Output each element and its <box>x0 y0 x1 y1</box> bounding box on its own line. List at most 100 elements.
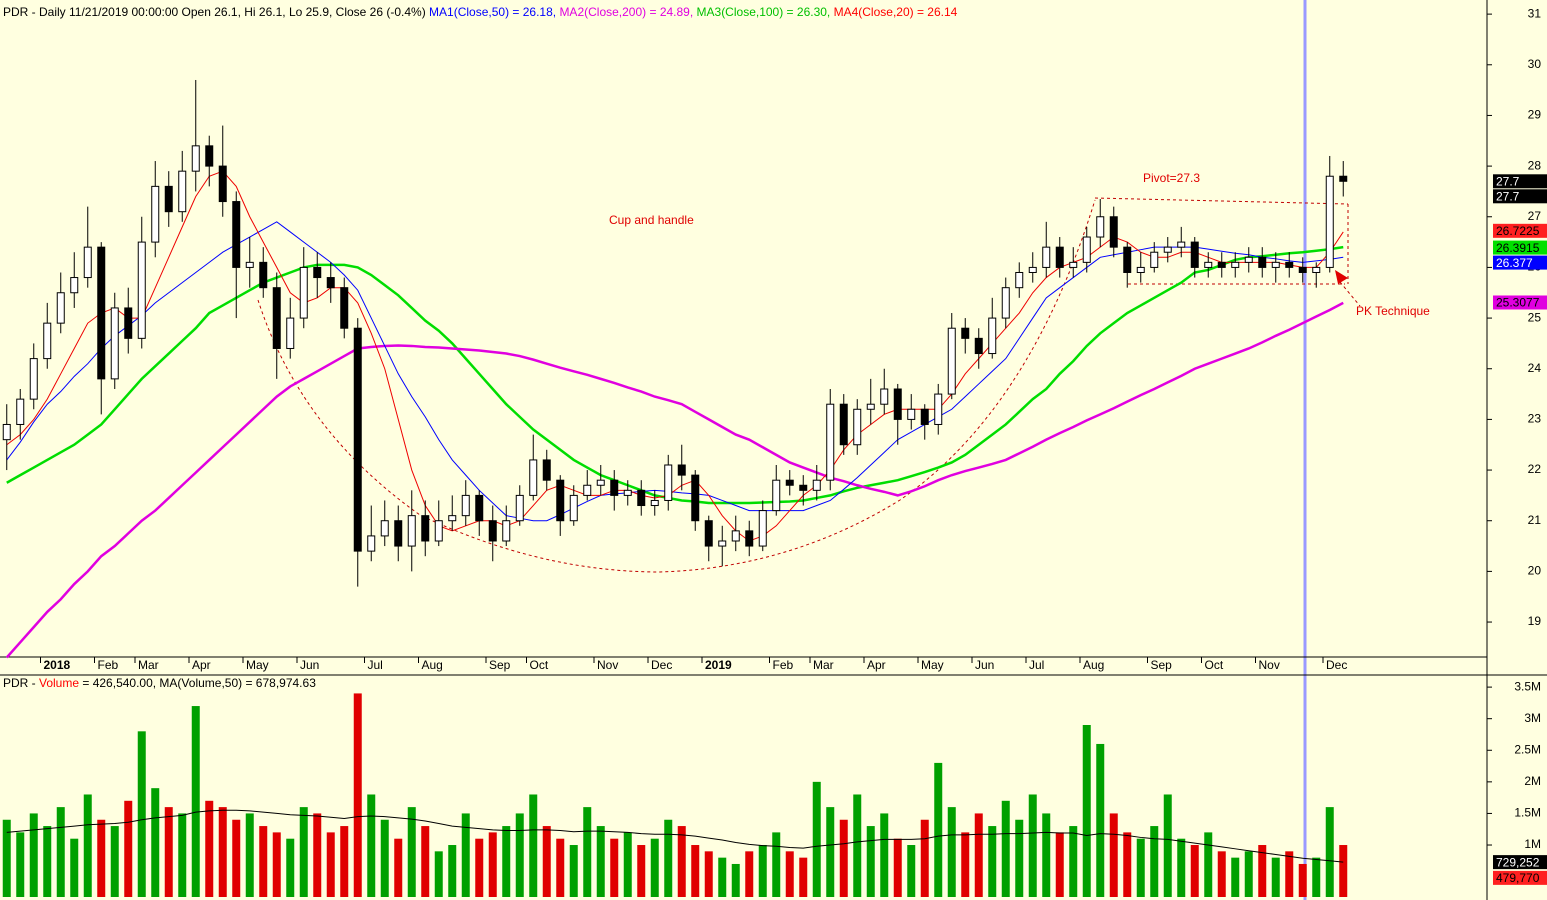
volume-bar <box>1096 743 1105 897</box>
volume-bar <box>1055 832 1064 897</box>
candle-body <box>974 337 983 355</box>
candle-body <box>610 479 619 496</box>
candle-body <box>1069 261 1078 268</box>
value-marker-label: 25.3077 <box>1496 296 1540 310</box>
volume-bar <box>691 845 700 897</box>
candle-body <box>1217 261 1226 268</box>
volume-bar <box>637 845 646 897</box>
y-tick-label: 19 <box>1528 614 1542 628</box>
x-tick-label: Sep <box>489 658 511 672</box>
candle-body <box>394 520 403 547</box>
candle-body <box>2 423 11 441</box>
candle-body <box>299 266 308 319</box>
candle-body <box>83 246 92 279</box>
candle-body <box>583 484 592 496</box>
candle-body <box>758 510 767 547</box>
candle-body <box>934 393 943 425</box>
volume-bar <box>488 832 497 897</box>
candle-body <box>29 358 38 400</box>
candle-body <box>164 185 173 213</box>
volume-bar <box>1001 800 1010 897</box>
y-tick-label: 23 <box>1528 412 1542 426</box>
volume-bar <box>920 819 929 897</box>
volume-bar <box>758 845 767 897</box>
volume-bar <box>880 813 889 897</box>
candle-body <box>178 170 187 213</box>
volume-bar <box>1339 845 1348 897</box>
volume-bar <box>1150 826 1159 897</box>
candle-body <box>650 499 659 507</box>
volume-bar <box>1258 845 1267 897</box>
candle-body <box>677 464 686 476</box>
volume-bar <box>1123 832 1132 897</box>
volume-bar <box>839 819 848 897</box>
x-tick-label: Apr <box>192 658 211 672</box>
x-tick-label: Aug <box>422 658 443 672</box>
candle-body <box>772 479 781 512</box>
candle-body <box>56 292 65 324</box>
volume-bar <box>1231 857 1240 897</box>
candle-body <box>920 408 929 425</box>
volume-bar <box>313 813 322 897</box>
volume-bar <box>43 826 52 897</box>
candle-body <box>812 479 821 491</box>
x-tick-label: Sep <box>1151 658 1173 672</box>
candle-body <box>596 479 605 486</box>
x-tick-label: Jul <box>368 658 383 672</box>
x-tick-label: Mar <box>813 658 834 672</box>
y-tick-label: 3.5M <box>1514 679 1541 693</box>
candle-body <box>718 540 727 547</box>
x-tick-label: Mar <box>138 658 159 672</box>
volume-bar <box>191 706 200 897</box>
y-tick-label: 28 <box>1528 158 1542 172</box>
y-tick-label: 1.5M <box>1514 806 1541 820</box>
candle-body <box>421 515 430 542</box>
candle-body <box>475 494 484 522</box>
y-tick-label: 20 <box>1528 564 1542 578</box>
volume-bar <box>853 794 862 897</box>
header-part: MA3(Close,100) = 26.30, <box>697 5 834 19</box>
x-tick-label: Nov <box>1259 658 1280 672</box>
y-tick-label: 24 <box>1528 361 1542 375</box>
candle-body <box>110 307 119 380</box>
candle-body <box>1136 266 1145 273</box>
candle-body <box>542 459 551 481</box>
volume-bar <box>1271 857 1280 897</box>
candle-body <box>961 327 970 339</box>
volume-bar <box>556 838 565 897</box>
value-marker-label: 27.7 <box>1496 189 1520 203</box>
candle-body <box>124 307 133 339</box>
volume-bar <box>137 731 146 897</box>
x-tick-label: May <box>246 658 269 672</box>
candle-body <box>340 287 349 329</box>
volume-bar <box>326 832 335 897</box>
value-marker-label: 26.7225 <box>1496 224 1540 238</box>
volume-bar <box>448 845 457 897</box>
y-tick-label: 2.5M <box>1514 742 1541 756</box>
volume-bar <box>16 832 25 897</box>
y-tick-label: 3M <box>1524 711 1541 725</box>
candle-body <box>637 489 646 507</box>
volume-bar <box>664 819 673 897</box>
volume-bar <box>70 838 79 897</box>
candle-body <box>826 403 835 481</box>
y-tick-label: 22 <box>1528 462 1542 476</box>
volume-bar <box>475 838 484 897</box>
volume-bar <box>245 813 254 897</box>
value-marker <box>1493 223 1547 238</box>
volume-bar <box>542 826 551 897</box>
volume-bar <box>151 788 160 897</box>
value-marker <box>1493 255 1547 270</box>
volume-bar <box>502 826 511 897</box>
volume-bar <box>610 838 619 897</box>
candle-body <box>367 535 376 552</box>
volume-bar <box>218 807 227 897</box>
candle-body <box>43 322 52 360</box>
volume-bar <box>1298 863 1307 897</box>
header-part: MA4(Close,20) = 26.14 <box>834 5 958 19</box>
volume-bar <box>205 800 214 897</box>
volume-bar <box>529 794 538 897</box>
candle-body <box>907 408 916 420</box>
